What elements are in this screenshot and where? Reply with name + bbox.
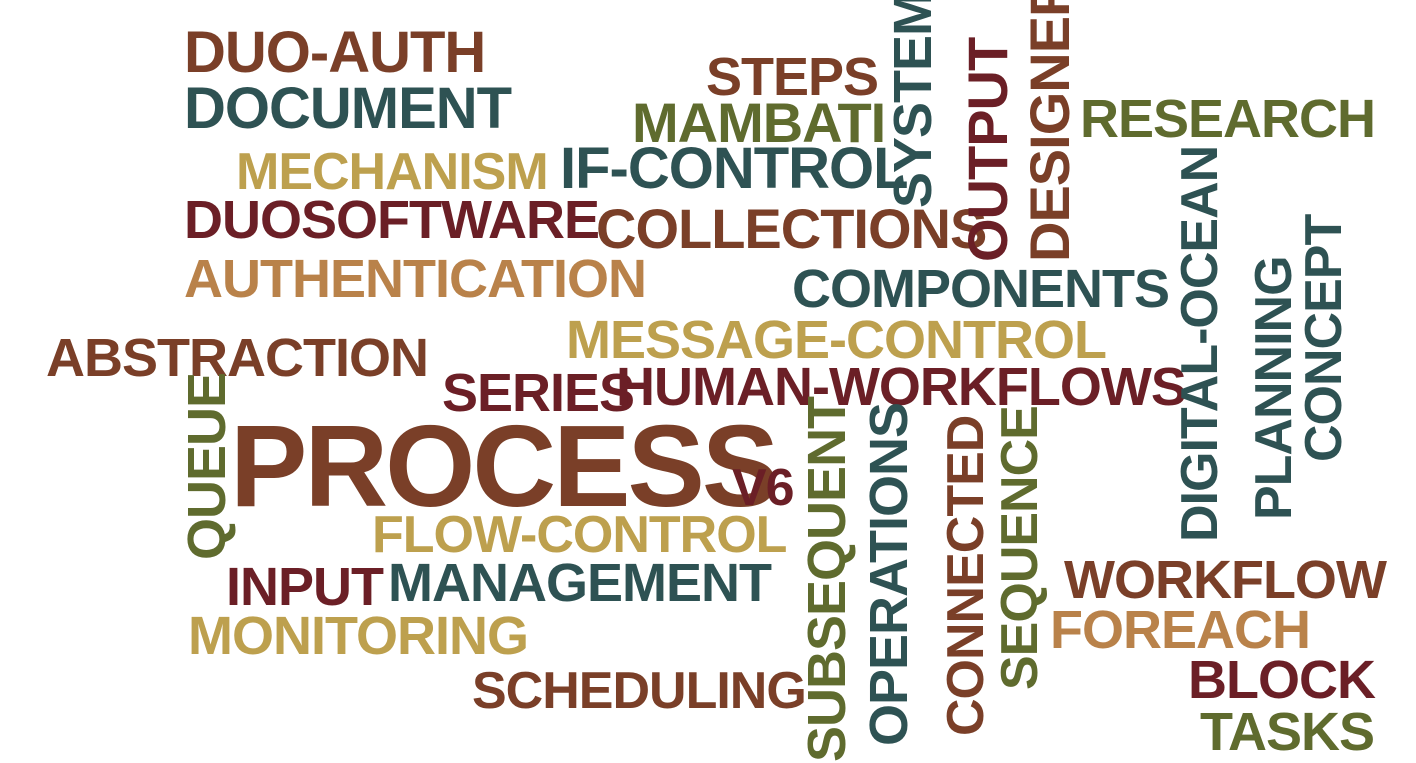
word-designer: DESIGNER (1018, 0, 1081, 262)
word-mambati: MAMBATI (632, 91, 886, 154)
word-abstraction: ABSTRACTION (46, 328, 429, 388)
word-human-workflows: HUMAN-WORKFLOWS (616, 357, 1187, 417)
word-if-control: IF-CONTROL (560, 136, 909, 201)
word-management: MANAGEMENT (388, 553, 772, 613)
word-message-control: MESSAGE-CONTROL (566, 310, 1107, 370)
word-series: SERIES (442, 363, 635, 423)
word-output: OUTPUT (956, 37, 1019, 262)
word-digital-ocean: DIGITAL-OCEAN (1171, 145, 1229, 542)
word-duosoftware: DUOSOFTWARE (184, 190, 600, 250)
word-scheduling: SCHEDULING (472, 662, 807, 720)
word-subsequent: SUBSEQUENT (797, 396, 857, 762)
word-collections: COLLECTIONS (596, 197, 987, 260)
word-research: RESEARCH (1080, 89, 1376, 149)
word-components: COMPONENTS (792, 259, 1170, 319)
word-planning: PLANNING (1245, 256, 1303, 520)
word-tasks: TASKS (1200, 702, 1375, 762)
word-operations: OPERATIONS (859, 402, 919, 746)
word-queue: QUEUE (177, 372, 237, 560)
word-workflow: WORKFLOW (1064, 550, 1387, 610)
word-block: BLOCK (1188, 650, 1376, 710)
word-sequence: SEQUENCE (991, 406, 1049, 690)
word-steps: STEPS (706, 47, 879, 107)
word-duo-auth: DUO-AUTH (184, 20, 486, 85)
word-monitoring: MONITORING (188, 606, 529, 666)
word-input: INPUT (226, 557, 384, 617)
word-connected: CONNECTED (937, 415, 995, 736)
word-document: DOCUMENT (184, 76, 512, 141)
word-foreach: FOREACH (1050, 600, 1311, 660)
word-process: PROCESS (230, 401, 779, 531)
word-concept: CONCEPT (1295, 214, 1353, 462)
word-mechanism: MECHANISM (236, 143, 549, 201)
word-system: SYSTEM (883, 0, 943, 208)
word-authentication: AUTHENTICATION (184, 249, 647, 309)
word-v6: V6 (732, 459, 795, 517)
word-flow-control: FLOW-CONTROL (372, 506, 787, 564)
